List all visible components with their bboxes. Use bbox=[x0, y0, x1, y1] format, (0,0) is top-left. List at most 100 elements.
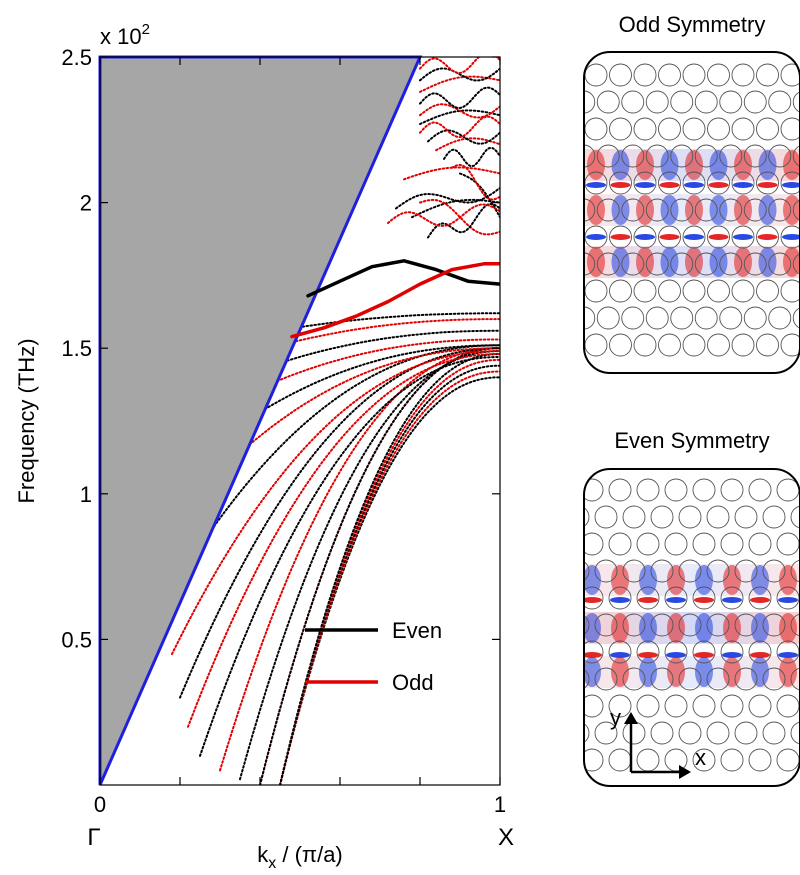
field-lobe bbox=[563, 150, 581, 180]
lattice-hole bbox=[645, 90, 669, 114]
field-lobe bbox=[639, 613, 657, 643]
field-lobe bbox=[758, 247, 777, 277]
lattice-hole bbox=[762, 505, 786, 529]
field-lobe bbox=[666, 597, 686, 603]
lattice-hole bbox=[790, 667, 800, 691]
lattice-hole bbox=[707, 279, 730, 303]
field-lobe bbox=[562, 234, 582, 240]
lattice-hole bbox=[694, 144, 718, 168]
field-lobe bbox=[587, 195, 605, 225]
lattice-hole bbox=[707, 225, 730, 249]
field-lobe bbox=[779, 613, 797, 643]
lattice-hole bbox=[692, 586, 716, 610]
field-lobe bbox=[684, 234, 704, 240]
x-tick-label: 0 bbox=[94, 792, 106, 817]
lattice-hole bbox=[682, 117, 706, 141]
field-lobe bbox=[708, 234, 729, 240]
lattice-hole bbox=[748, 748, 772, 772]
lattice-hole bbox=[768, 252, 792, 276]
lattice-hole bbox=[720, 748, 744, 772]
lattice-hole bbox=[561, 226, 583, 248]
odd-panel-title: Odd Symmetry bbox=[619, 12, 766, 37]
field-lobe bbox=[751, 657, 769, 687]
radiation-band-upper-17 bbox=[387, 203, 500, 227]
lattice-hole bbox=[636, 694, 660, 718]
field-lobe bbox=[667, 657, 685, 687]
lattice-hole bbox=[678, 559, 702, 583]
lattice-hole bbox=[756, 225, 779, 249]
lattice-hole bbox=[694, 198, 718, 222]
lattice-hole bbox=[650, 613, 674, 637]
lattice-hole bbox=[584, 559, 590, 583]
field-lobe bbox=[638, 597, 658, 603]
field-lobe bbox=[734, 247, 752, 277]
field-lobe bbox=[685, 195, 703, 225]
lattice-hole bbox=[748, 694, 772, 718]
lattice-hole bbox=[633, 279, 657, 303]
lattice-hole bbox=[621, 198, 645, 222]
lattice-hole bbox=[719, 198, 743, 222]
lattice-hole bbox=[658, 279, 681, 303]
field-lobe bbox=[635, 234, 655, 240]
lattice-hole bbox=[731, 171, 755, 195]
field-lobe bbox=[782, 234, 800, 240]
even-field-map bbox=[553, 469, 800, 786]
y-ticks: 0.5 1 1.5 2 2.5 bbox=[61, 45, 500, 652]
field-lobe bbox=[554, 597, 574, 603]
lattice-hole bbox=[633, 333, 657, 357]
lattice-hole bbox=[645, 252, 669, 276]
lattice-hole bbox=[622, 505, 646, 529]
lattice-hole bbox=[720, 640, 744, 664]
field-lobe bbox=[611, 565, 629, 595]
radiation-band-19 bbox=[115, 312, 500, 373]
field-lobe bbox=[611, 657, 629, 687]
field-lobe bbox=[723, 613, 741, 643]
lattice-hole bbox=[608, 532, 632, 556]
lattice-hole bbox=[756, 171, 779, 195]
lattice-hole bbox=[584, 505, 590, 529]
field-lobe bbox=[555, 613, 573, 643]
lattice-hole bbox=[622, 613, 646, 637]
lattice-hole bbox=[584, 306, 596, 330]
y-tick-label: 2.5 bbox=[61, 45, 92, 70]
lattice-hole bbox=[692, 640, 716, 664]
lattice-hole bbox=[706, 559, 730, 583]
lattice-hole bbox=[682, 171, 706, 195]
lattice-hole bbox=[706, 721, 730, 745]
lattice-hole bbox=[609, 117, 632, 141]
lattice-hole bbox=[692, 694, 716, 718]
field-lobe bbox=[611, 613, 629, 643]
lattice-hole bbox=[658, 63, 681, 87]
lattice-hole bbox=[682, 333, 706, 357]
lattice-hole bbox=[706, 667, 730, 691]
radiation-band-upper-12 bbox=[411, 198, 500, 219]
lattice-hole bbox=[756, 117, 779, 141]
lattice-hole bbox=[720, 478, 744, 502]
lattice-hole bbox=[561, 64, 583, 86]
field-lobe bbox=[722, 597, 742, 603]
lattice-hole bbox=[790, 721, 800, 745]
field-lobe bbox=[639, 657, 657, 687]
radiation-band-3 bbox=[279, 358, 500, 785]
radiation-band-0 bbox=[279, 376, 500, 785]
lattice-hole bbox=[692, 748, 716, 772]
lattice-hole bbox=[762, 559, 786, 583]
lattice-hole bbox=[584, 532, 604, 556]
lattice-hole bbox=[692, 532, 716, 556]
legend-odd-label: Odd bbox=[392, 670, 434, 695]
lattice-hole bbox=[553, 479, 575, 501]
series-odd-line bbox=[290, 262, 500, 339]
lattice-hole bbox=[731, 117, 755, 141]
lattice-hole bbox=[594, 613, 618, 637]
y-axis-label: Frequency (THz) bbox=[14, 338, 39, 503]
lattice-hole bbox=[756, 333, 779, 357]
lattice-hole bbox=[670, 252, 694, 276]
lattice-hole bbox=[670, 306, 694, 330]
lattice-hole bbox=[561, 118, 583, 140]
field-lobe bbox=[685, 247, 703, 277]
lattice-hole bbox=[553, 695, 575, 717]
field-lobe bbox=[667, 613, 685, 643]
lattice-hole bbox=[790, 613, 800, 637]
lattice-hole bbox=[678, 721, 702, 745]
